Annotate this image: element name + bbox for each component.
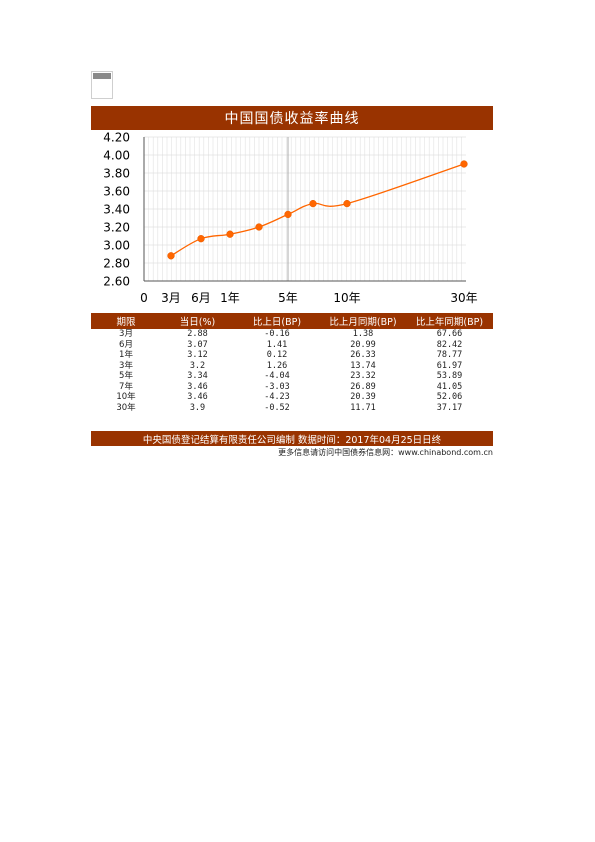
cell-vs-prev-month: 11.71 <box>350 402 376 413</box>
website-footnote: 更多信息请访问中国债券信息网：www.chinabond.com.cn <box>278 448 493 457</box>
cell-term: 30年 <box>116 402 136 413</box>
x-tick-label: 30年 <box>450 291 477 305</box>
yield-table: 3月 2.88 -0.16 1.38 67.66 6月 3.07 1.41 20… <box>91 329 493 413</box>
chart-title: 中国国债收益率曲线 <box>91 106 493 130</box>
cell-term: 5年 <box>119 371 133 381</box>
cell-vs-prev-year: 82.42 <box>436 339 463 350</box>
cell-vs-prev-day: 1.26 <box>266 360 288 371</box>
yield-data-point <box>167 252 175 260</box>
y-tick-label: 3.80 <box>103 167 130 181</box>
header-vs-prev-month: 比上月同期(BP) <box>329 317 397 328</box>
chinabond-logo <box>91 71 113 99</box>
x-tick-label: 3月 <box>161 291 181 305</box>
header-today: 当日(%) <box>179 317 216 328</box>
header-vs-prev-day: 比上日(BP) <box>252 317 302 328</box>
cell-today: 3.46 <box>187 381 208 392</box>
cell-vs-prev-year: 53.89 <box>436 371 463 381</box>
cell-today: 3.2 <box>189 360 206 371</box>
cell-vs-prev-month: 26.89 <box>350 381 376 392</box>
table-row: 6月 3.07 1.41 20.99 82.42 <box>91 340 493 351</box>
cell-today: 3.9 <box>189 402 206 413</box>
cell-term: 3月 <box>119 329 133 339</box>
cell-today: 2.88 <box>187 329 208 339</box>
yield-curve-line <box>170 163 465 257</box>
y-tick-label: 3.00 <box>103 239 130 253</box>
cell-today: 3.46 <box>187 392 208 402</box>
cell-vs-prev-year: 67.66 <box>436 329 463 339</box>
yield-data-point <box>460 160 468 168</box>
cell-vs-prev-day: -0.52 <box>264 402 290 413</box>
cell-today: 3.12 <box>187 350 208 360</box>
yield-curve-chart: 4.20 4.00 3.80 3.60 3.40 3.20 3.00 2.80 2.60 0 3月 6… <box>103 131 477 305</box>
cell-term: 6月 <box>119 339 133 350</box>
table-row: 3月 2.88 -0.16 1.38 67.66 <box>91 329 493 340</box>
table-row: 30年 3.9 -0.52 11.71 37.17 <box>91 403 493 414</box>
footer-bar: 中央国债登记结算有限责任公司编制 数据时间：2017年04月25日日终 <box>91 431 493 446</box>
header-term: 期限 <box>116 317 136 328</box>
cell-vs-prev-month: 26.33 <box>350 350 376 360</box>
cell-vs-prev-day: -4.23 <box>264 392 290 402</box>
yield-data-point <box>343 199 351 208</box>
cell-vs-prev-month: 20.99 <box>350 339 376 350</box>
cell-today: 3.34 <box>187 371 208 381</box>
table-row: 3年 3.2 1.26 13.74 61.97 <box>91 361 493 372</box>
cell-vs-prev-year: 52.06 <box>436 392 463 402</box>
x-tick-label: 5年 <box>278 291 298 305</box>
y-tick-label: 3.40 <box>103 203 130 217</box>
table-header: 期限 当日(%) 比上日(BP) 比上月同期(BP) 比上年同期(BP) <box>91 313 493 329</box>
y-tick-label: 2.60 <box>103 275 130 289</box>
cell-vs-prev-day: -4.04 <box>264 371 290 381</box>
x-tick-label: 1年 <box>220 291 240 305</box>
cell-vs-prev-month: 13.74 <box>350 360 376 371</box>
cell-vs-prev-day: -0.16 <box>264 329 290 339</box>
table-row: 10年 3.46 -4.23 20.39 52.06 <box>91 392 493 403</box>
yield-data-point <box>197 235 205 243</box>
table-row: 5年 3.34 -4.04 23.32 53.89 <box>91 371 493 382</box>
cell-term: 3年 <box>119 360 133 371</box>
logo-mark <box>93 73 111 79</box>
table-row: 1年 3.12 0.12 26.33 78.77 <box>91 350 493 361</box>
cell-vs-prev-day: 1.41 <box>266 339 288 350</box>
yield-data-point <box>255 223 263 231</box>
cell-today: 3.07 <box>187 339 208 350</box>
cell-vs-prev-month: 20.39 <box>350 392 376 402</box>
cell-term: 10年 <box>116 392 136 402</box>
cell-vs-prev-day: 0.12 <box>266 350 288 360</box>
y-tick-label: 4.20 <box>103 131 130 145</box>
cell-vs-prev-year: 78.77 <box>436 350 463 360</box>
x-tick-label: 10年 <box>333 291 360 305</box>
yield-data-point <box>284 210 292 219</box>
y-tick-label: 3.60 <box>103 185 130 199</box>
cell-vs-prev-year: 61.97 <box>436 360 463 371</box>
cell-vs-prev-year: 41.05 <box>436 381 463 392</box>
cell-vs-prev-year: 37.17 <box>436 402 463 413</box>
cell-vs-prev-month: 23.32 <box>350 371 376 381</box>
y-tick-label: 4.00 <box>103 149 130 163</box>
cell-vs-prev-month: 1.38 <box>352 329 374 339</box>
x-tick-label: 0 <box>140 291 148 305</box>
cell-term: 7年 <box>119 381 133 392</box>
yield-data-point <box>226 230 234 238</box>
table-row: 7年 3.46 -3.03 26.89 41.05 <box>91 382 493 393</box>
cell-term: 1年 <box>119 350 133 360</box>
header-vs-prev-year: 比上年同期(BP) <box>415 317 484 328</box>
y-tick-label: 2.80 <box>103 257 130 271</box>
y-tick-label: 3.20 <box>103 221 130 235</box>
cell-vs-prev-day: -3.03 <box>264 381 290 392</box>
yield-data-point <box>309 199 317 208</box>
x-tick-label: 6月 <box>191 291 211 305</box>
